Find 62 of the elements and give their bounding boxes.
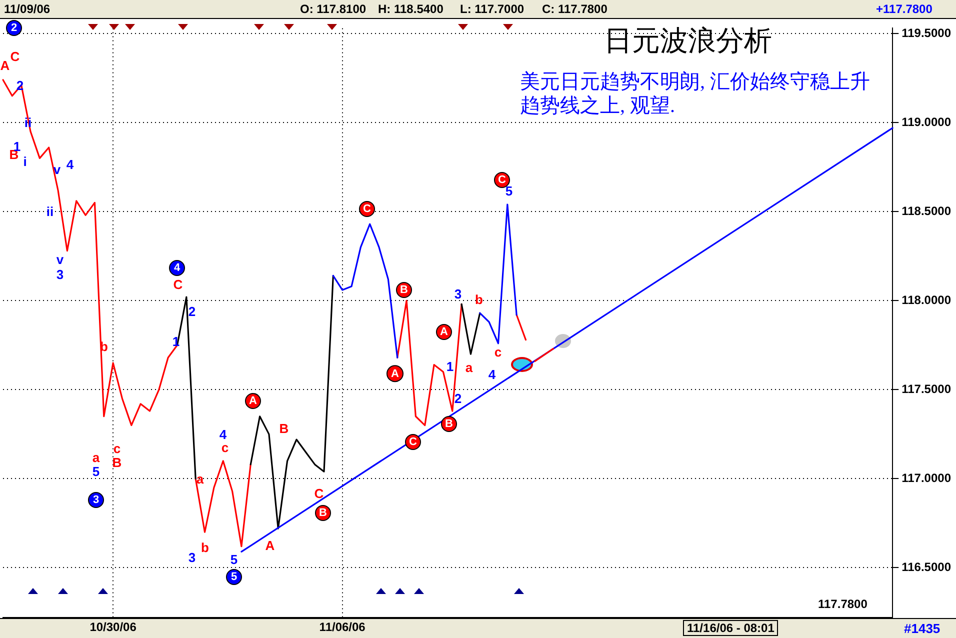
annotation: 4	[169, 260, 185, 276]
text: L: 117.7000	[460, 2, 524, 16]
annotation: 美元日元趋势不明朗, 汇价始终守稳上升趋势线之上, 观望.	[520, 70, 871, 118]
annotation: c	[494, 344, 502, 360]
y-tick-label: 118.0000	[902, 292, 952, 307]
annotation: c	[220, 440, 230, 456]
y-tick-label: 119.0000	[902, 114, 952, 129]
x-tick-label: 10/30/06	[90, 620, 137, 634]
annotation: 2	[453, 391, 463, 407]
annotation: 2	[187, 304, 197, 320]
annotation: A	[245, 393, 261, 409]
x-tick-label: 11/06/06	[319, 620, 366, 634]
text: 11/09/06	[4, 2, 50, 16]
annotation: C	[172, 277, 184, 293]
annotation: b	[200, 540, 210, 556]
annotation: i	[22, 154, 28, 170]
annotation: 2	[6, 20, 22, 36]
annotation: B	[315, 505, 331, 521]
annotation: C	[359, 201, 375, 217]
chart-title: 日元波浪分析	[604, 23, 772, 59]
annotation: a	[464, 360, 474, 376]
y-tick-label: 118.5000	[902, 204, 952, 218]
annotation: 1	[445, 359, 455, 375]
annotation: 3	[454, 286, 462, 302]
annotation: B	[278, 421, 290, 437]
annotation: C	[405, 434, 421, 450]
annotation: 5	[226, 569, 242, 585]
annotation: a	[196, 472, 204, 487]
annotation: b	[475, 292, 484, 308]
annotation: A	[0, 58, 10, 73]
text: H: 118.5400	[378, 2, 444, 16]
text: +117.7800	[876, 2, 932, 16]
annotation: C	[313, 486, 325, 502]
annotation: ii	[45, 204, 55, 220]
text: C: 117.7800	[542, 2, 608, 16]
annotation: v	[55, 252, 65, 268]
text: O: 117.8100	[300, 2, 366, 16]
annotation: C	[494, 172, 510, 188]
annotation: B	[396, 282, 412, 298]
annotation: 4	[218, 427, 228, 443]
annotation: 5	[91, 464, 101, 480]
annotation: 3	[88, 492, 104, 508]
annotation: A	[264, 538, 276, 554]
annotation: A	[391, 368, 400, 380]
annotation: B	[111, 455, 123, 471]
y-tick-label: 117.5000	[902, 382, 952, 396]
y-tick-label: 117.0000	[902, 471, 952, 486]
annotation: A	[436, 324, 452, 340]
annotation: B	[441, 416, 457, 432]
annotation: 117.7800	[816, 597, 870, 611]
annotation: 4	[487, 367, 497, 383]
annotation: c	[112, 441, 122, 457]
text: #1435	[904, 621, 940, 636]
annotation: 4	[65, 157, 75, 173]
annotation: 3	[55, 267, 65, 283]
y-tick-label: 116.5000	[902, 560, 952, 574]
annotation: 3	[187, 550, 197, 566]
annotation: a	[91, 450, 101, 466]
text: 11/16/06 - 08:01	[683, 620, 778, 636]
annotation: 5	[229, 552, 239, 568]
annotation: C	[10, 49, 20, 64]
y-tick-label: 119.5000	[902, 26, 952, 40]
